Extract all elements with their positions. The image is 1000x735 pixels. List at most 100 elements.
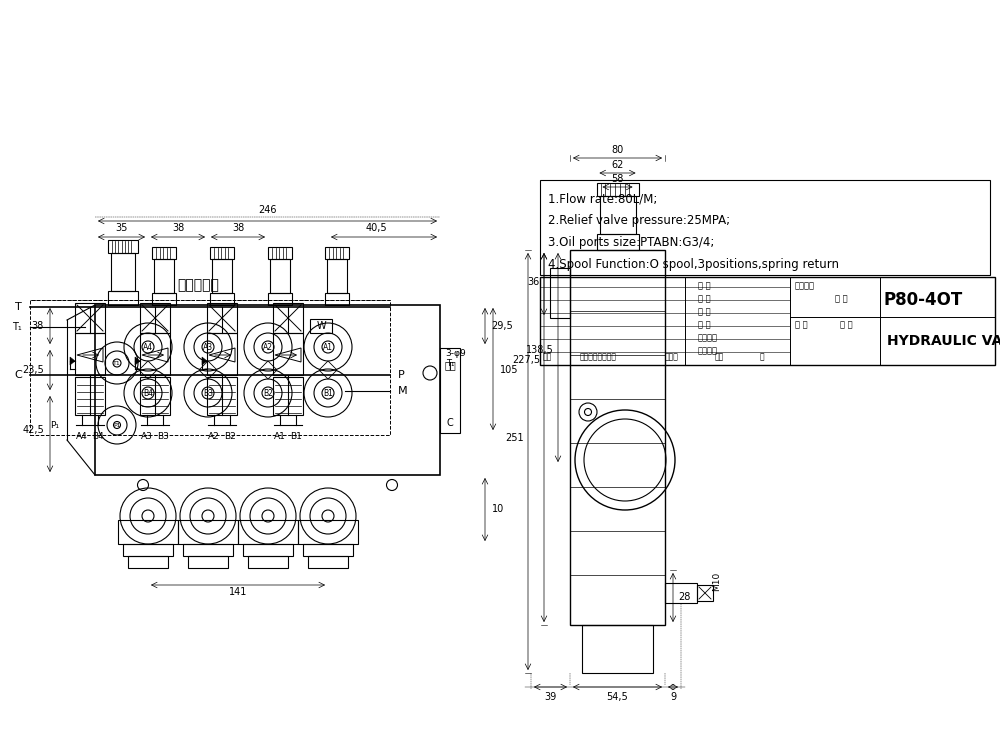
Text: 9: 9 (670, 692, 676, 702)
Bar (207, 377, 237, 415)
Bar (327, 259, 347, 293)
Text: 标准化查: 标准化查 (698, 346, 718, 355)
Text: 23,5: 23,5 (22, 365, 44, 375)
Bar (310, 319, 332, 333)
Bar (665, 583, 697, 603)
Text: W: W (316, 321, 326, 331)
Text: A2: A2 (208, 432, 220, 441)
Bar (75, 303, 105, 333)
Polygon shape (135, 357, 140, 365)
Text: B3: B3 (203, 389, 213, 398)
Bar (600, 196, 636, 234)
Text: 62: 62 (611, 160, 624, 170)
Text: 制 图: 制 图 (698, 294, 711, 303)
Bar (140, 333, 170, 375)
Text: 描 图: 描 图 (698, 307, 711, 316)
Text: 3.Oil ports size:PTABN:G3/4;: 3.Oil ports size:PTABN:G3/4; (548, 236, 714, 249)
Bar (550, 268, 570, 318)
Bar (308, 556, 348, 568)
Text: 40,5: 40,5 (365, 223, 387, 233)
Text: 251: 251 (505, 432, 524, 442)
Text: 重 量: 重 量 (835, 294, 848, 303)
Bar (325, 247, 349, 259)
Bar (273, 377, 303, 415)
Text: A1: A1 (274, 432, 286, 441)
Text: T: T (15, 302, 22, 312)
Text: 更改人: 更改人 (665, 352, 679, 361)
Bar (118, 520, 178, 544)
Text: 设 计: 设 计 (698, 281, 711, 290)
Text: 227,5: 227,5 (512, 355, 540, 365)
Bar (238, 520, 298, 544)
Bar (596, 183, 639, 196)
Text: C: C (14, 370, 22, 380)
Text: M10: M10 (712, 571, 722, 591)
Text: 工艺检查: 工艺检查 (698, 333, 718, 342)
Bar (207, 303, 237, 333)
Text: 号: 号 (760, 352, 765, 361)
Polygon shape (70, 357, 75, 365)
Bar (111, 253, 135, 291)
Text: 日期: 日期 (715, 352, 724, 361)
Text: B1: B1 (323, 389, 333, 398)
Bar (128, 556, 168, 568)
Bar (210, 293, 234, 305)
Bar (298, 520, 358, 544)
Text: 58: 58 (611, 174, 624, 184)
Text: 246: 246 (258, 205, 277, 215)
Text: P1: P1 (113, 423, 121, 428)
Text: B2: B2 (263, 389, 273, 398)
Bar (108, 291, 138, 305)
Text: B3: B3 (157, 432, 169, 441)
Bar (540, 180, 990, 275)
Text: T₁: T₁ (12, 322, 22, 332)
Text: A2: A2 (263, 343, 273, 351)
Text: 1.Flow rate:80L/M;: 1.Flow rate:80L/M; (548, 192, 657, 205)
Text: B4: B4 (143, 389, 153, 398)
Bar (140, 377, 170, 415)
Text: 36: 36 (528, 277, 540, 287)
Bar (188, 556, 228, 568)
Bar (303, 544, 353, 556)
Text: P80-4OT: P80-4OT (883, 291, 963, 309)
Bar (152, 247, 176, 259)
Text: 38: 38 (232, 223, 244, 233)
Bar (207, 333, 237, 375)
Bar (268, 247, 292, 259)
Text: 138,5: 138,5 (526, 345, 554, 355)
Text: 38: 38 (32, 321, 44, 331)
Text: 39: 39 (544, 692, 556, 702)
Text: 校 对: 校 对 (698, 320, 711, 329)
Bar (697, 585, 713, 601)
Text: 80: 80 (611, 145, 624, 155)
Text: B2: B2 (224, 432, 236, 441)
Text: 38: 38 (172, 223, 184, 233)
Bar (248, 556, 288, 568)
Bar (212, 259, 232, 293)
Text: 10: 10 (492, 504, 504, 514)
Text: A3: A3 (141, 432, 153, 441)
Text: 4.Spool Function:O spool,3positions,spring return: 4.Spool Function:O spool,3positions,spri… (548, 258, 839, 271)
Text: A3: A3 (203, 343, 213, 351)
Bar (178, 520, 238, 544)
Text: 通孔: 通孔 (445, 360, 457, 370)
Polygon shape (202, 357, 207, 365)
Bar (152, 293, 176, 305)
Text: A4: A4 (76, 432, 88, 441)
Bar (210, 247, 234, 259)
Text: A1: A1 (323, 343, 333, 351)
Bar (108, 240, 138, 253)
Text: M: M (398, 386, 408, 396)
Bar (154, 259, 174, 293)
Bar (95, 305, 440, 475)
Bar (30, 300, 390, 435)
Text: HYDRAULIC VALVE: HYDRAULIC VALVE (887, 334, 1000, 348)
Text: 更改内容或更改处: 更改内容或更改处 (580, 352, 617, 361)
Bar (440, 348, 460, 433)
Bar (123, 544, 173, 556)
Bar (268, 293, 292, 305)
Text: 第 张: 第 张 (840, 320, 853, 329)
Bar (596, 234, 639, 250)
Text: 2.Relief valve pressure:25MPA;: 2.Relief valve pressure:25MPA; (548, 214, 730, 227)
Bar (243, 544, 293, 556)
